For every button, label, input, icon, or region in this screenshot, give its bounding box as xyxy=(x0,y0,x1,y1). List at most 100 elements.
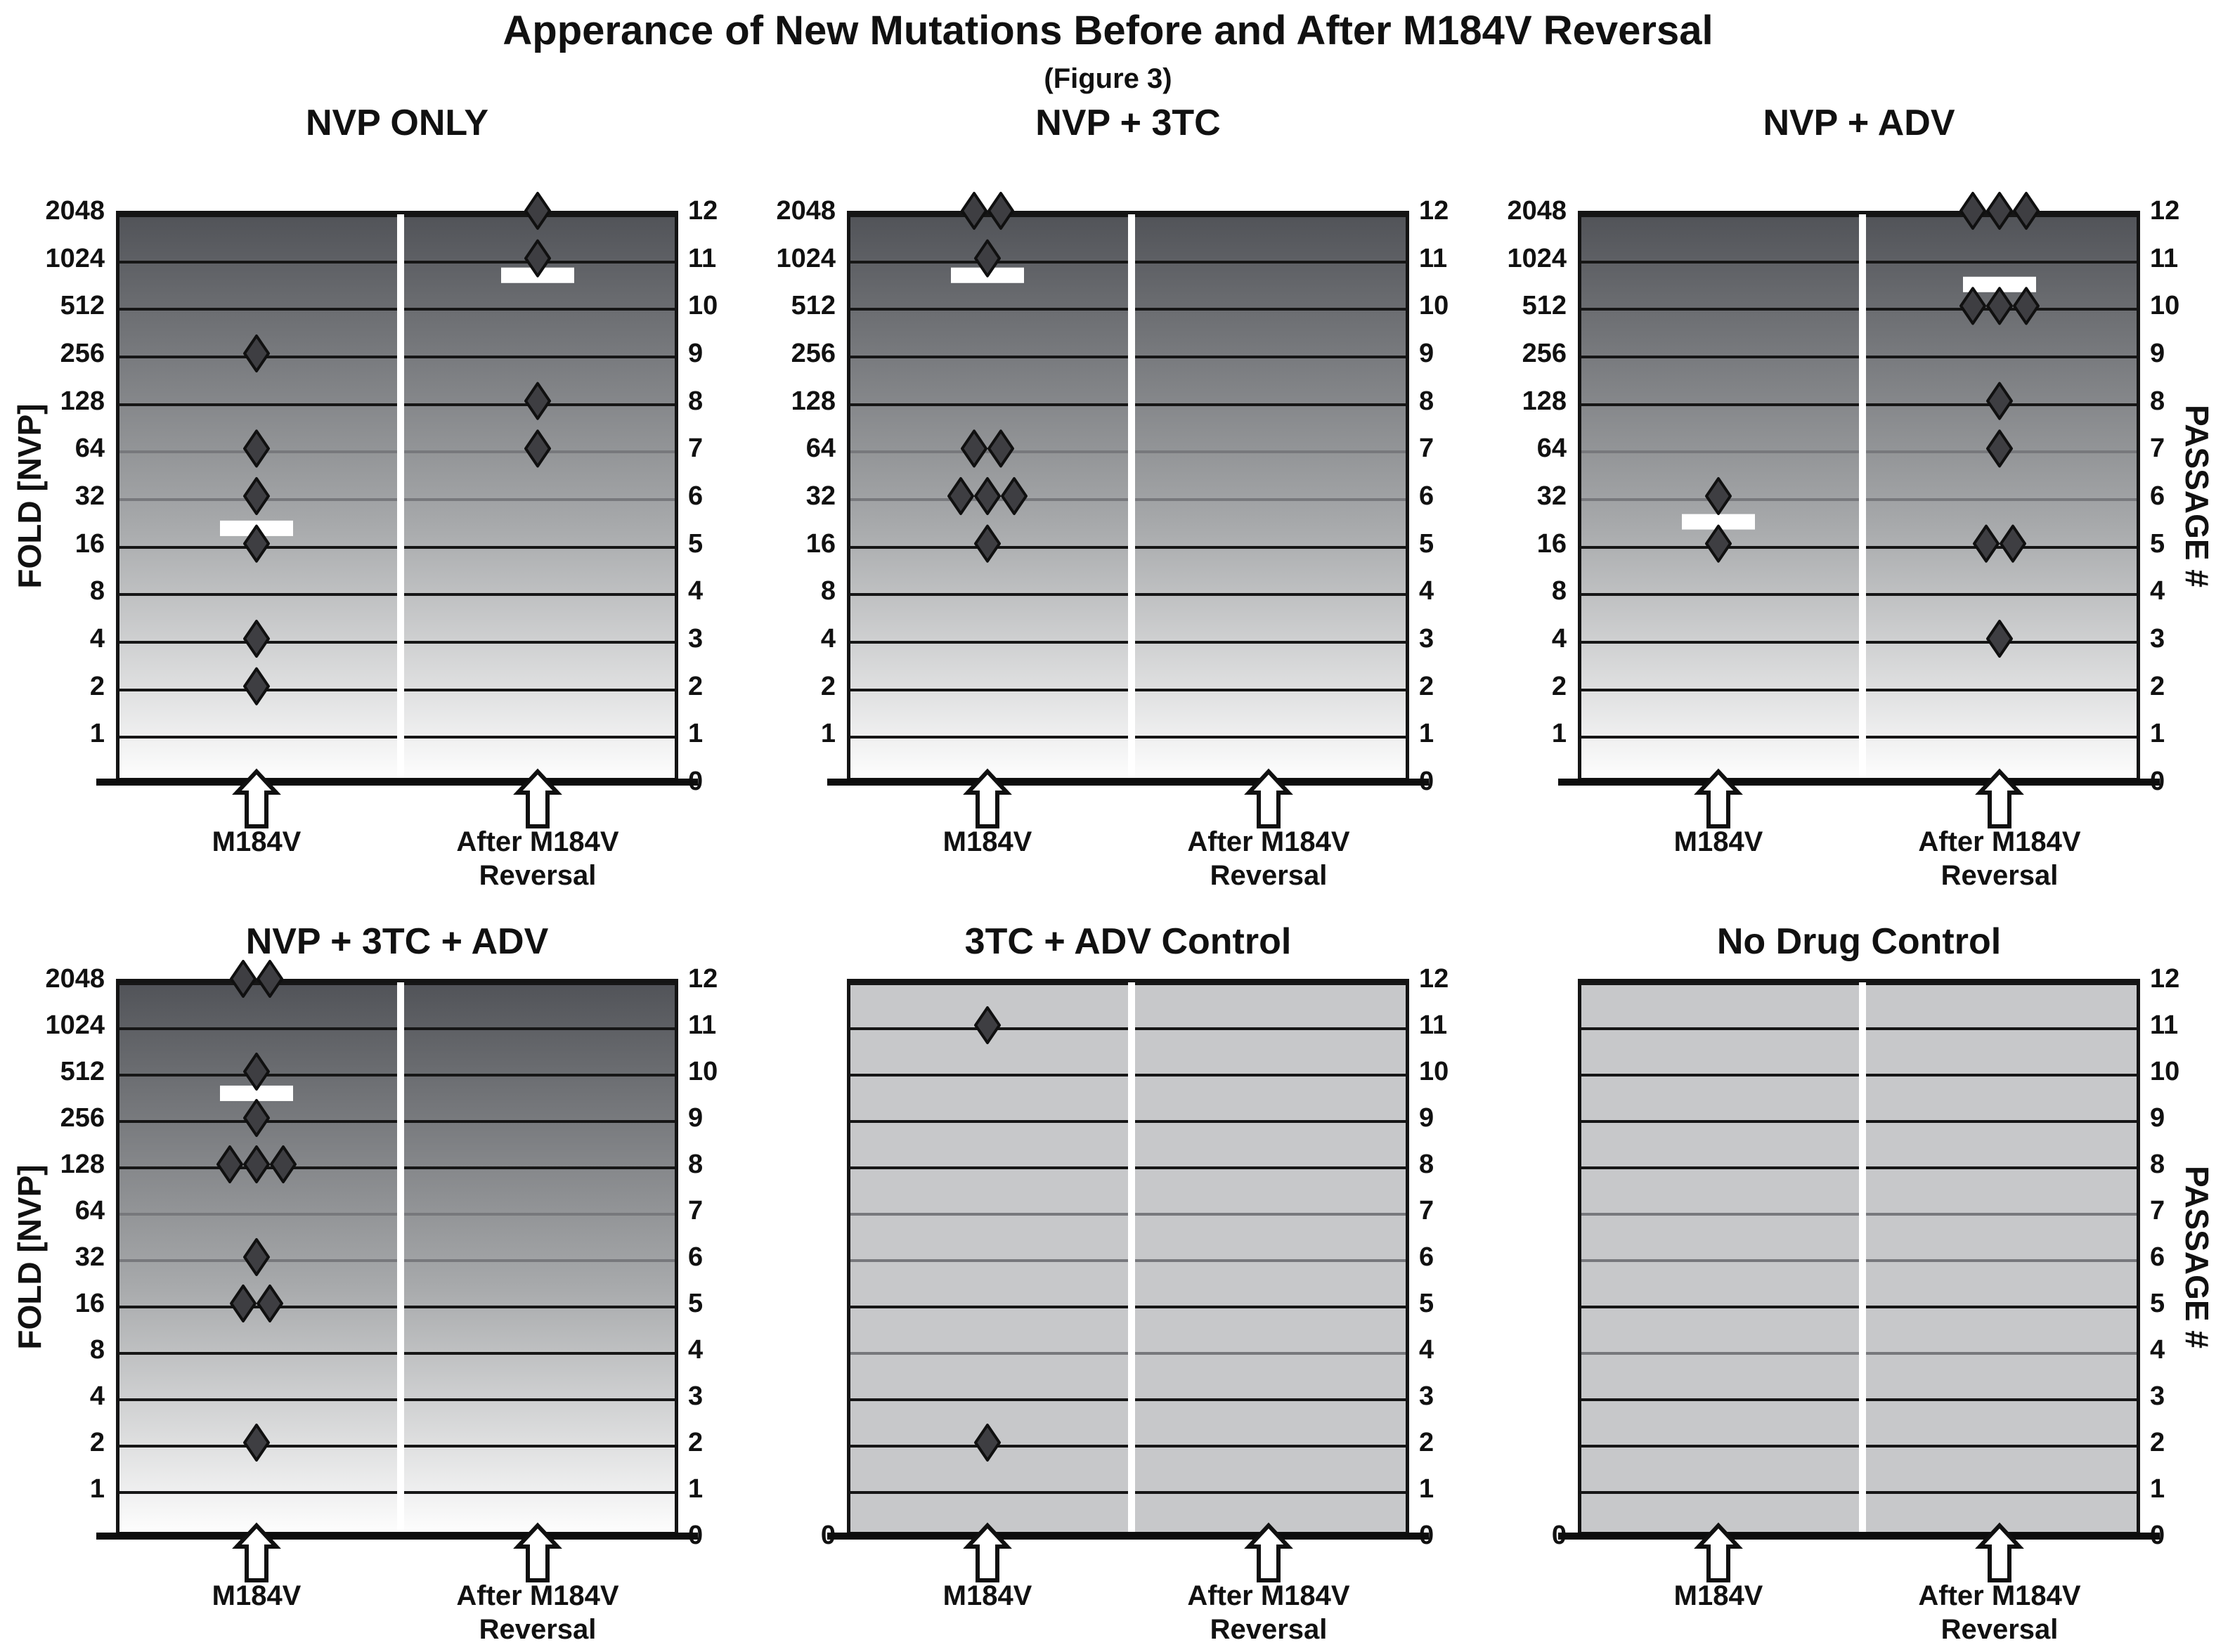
data-point-diamond xyxy=(1705,524,1732,563)
passage-tick-label: 1 xyxy=(688,1474,704,1504)
passage-tick-label: 12 xyxy=(688,964,718,994)
passage-tick-label: 11 xyxy=(688,1010,717,1040)
column-arrow-icon xyxy=(1244,1522,1293,1582)
passage-tick-label: 8 xyxy=(688,1150,704,1179)
fold-tick-label: 128 xyxy=(60,386,105,416)
fold-tick-label: 128 xyxy=(1522,386,1567,416)
x-label-after-line2: Reversal xyxy=(1940,860,2059,891)
passage-tick-label: 6 xyxy=(1419,1242,1434,1272)
passage-tick-label: 9 xyxy=(1419,1103,1434,1133)
panel-title: NVP ONLY xyxy=(305,103,489,143)
column-arrow-icon xyxy=(513,1522,562,1582)
fold-tick-label: 1 xyxy=(820,719,836,749)
fold-tick-label: 128 xyxy=(60,1150,105,1179)
x-label-m184v: M184V xyxy=(212,826,302,857)
passage-tick-label: 4 xyxy=(1419,576,1434,606)
fold-tick-label: 32 xyxy=(1536,481,1567,511)
passage-tick-label: 5 xyxy=(688,528,704,559)
median-bar xyxy=(1963,276,2036,292)
column-arrow-icon xyxy=(1975,1522,2024,1582)
fold-tick-label: 16 xyxy=(74,1289,105,1318)
column-divider xyxy=(1859,982,1866,1532)
passage-tick-label: 7 xyxy=(688,434,704,464)
data-point-diamond xyxy=(524,382,551,420)
data-point-diamond xyxy=(1973,524,2000,563)
passage-tick-label: 4 xyxy=(688,576,704,606)
passage-tick-label: 1 xyxy=(2150,1474,2165,1504)
plot-area xyxy=(1578,979,2140,1535)
fold-tick-label: 512 xyxy=(1522,291,1567,321)
fold-tick-label: 1024 xyxy=(45,243,105,273)
passage-tick-label: 7 xyxy=(688,1196,704,1225)
passage-tick-label: 8 xyxy=(1419,1150,1434,1179)
data-point-diamond xyxy=(974,1424,1001,1462)
passage-tick-label: 1 xyxy=(2150,719,2165,749)
fold-tick-label: 4 xyxy=(820,624,836,653)
passage-tick-label: 11 xyxy=(1419,243,1448,273)
data-point-diamond xyxy=(1001,477,1028,515)
data-point-diamond xyxy=(230,1284,257,1322)
passage-tick-label: 8 xyxy=(688,386,704,416)
panel-title: 3TC + ADV Control xyxy=(964,921,1292,962)
passage-tick-label: 10 xyxy=(1419,1057,1449,1086)
fold-tick-label: 512 xyxy=(60,1057,105,1086)
data-layer xyxy=(1694,1522,2024,1582)
passage-tick-label: 6 xyxy=(688,1242,704,1272)
column-divider xyxy=(397,982,404,1532)
passage-tick-label: 3 xyxy=(688,1381,704,1411)
data-point-diamond xyxy=(2013,287,2040,325)
passage-tick-label: 9 xyxy=(688,1103,704,1133)
data-point-diamond xyxy=(524,429,551,468)
passage-tick-label: 4 xyxy=(2150,576,2165,606)
fold-tick-label: 512 xyxy=(60,291,105,321)
x-label-after-line2: Reversal xyxy=(1210,1614,1328,1645)
data-point-diamond xyxy=(257,960,283,998)
passage-tick-label: 7 xyxy=(2150,434,2165,464)
x-label-after-line2: Reversal xyxy=(1940,1614,2059,1645)
column-arrow-icon xyxy=(232,768,281,828)
column-arrow-icon xyxy=(963,768,1012,828)
passage-tick-label: 8 xyxy=(2150,386,2165,416)
data-point-diamond xyxy=(230,960,257,998)
fold-tick-label: 64 xyxy=(74,1196,105,1225)
fold-tick-label: 2048 xyxy=(1507,196,1567,226)
passage-tick-label: 5 xyxy=(1419,1289,1434,1318)
x-label-after-line1: After M184V xyxy=(456,1580,619,1611)
passage-tick-label: 4 xyxy=(2150,1335,2165,1365)
column-divider xyxy=(397,214,404,778)
passage-tick-label: 4 xyxy=(688,1335,704,1365)
passage-tick-label: 3 xyxy=(2150,1381,2165,1411)
passage-tick-label: 10 xyxy=(2150,291,2180,321)
data-point-diamond xyxy=(243,524,270,563)
figure-title: Apperance of New Mutations Before and Af… xyxy=(503,8,1713,53)
panel-title: No Drug Control xyxy=(1716,921,2002,962)
column-arrow-icon xyxy=(1975,768,2024,828)
passage-tick-label: 11 xyxy=(1419,1010,1448,1040)
passage-tick-label: 8 xyxy=(1419,386,1434,416)
passage-tick-label: 2 xyxy=(688,671,704,701)
fold-tick-label: 2 xyxy=(1551,671,1567,701)
data-point-diamond xyxy=(2000,524,2026,563)
passage-tick-label: 12 xyxy=(2150,964,2180,994)
data-point-diamond xyxy=(243,477,270,515)
data-point-diamond xyxy=(974,477,1001,515)
data-point-diamond xyxy=(243,620,270,658)
data-point-diamond xyxy=(961,192,987,230)
passage-tick-label: 10 xyxy=(688,291,718,321)
fold-tick-label: 256 xyxy=(791,339,836,368)
fold-tick-label: 8 xyxy=(820,576,836,606)
fold-tick-label: 2 xyxy=(89,1428,105,1457)
figure-subtitle: (Figure 3) xyxy=(1044,63,1172,94)
passage-tick-label: 2 xyxy=(2150,671,2165,701)
passage-tick-label: 5 xyxy=(2150,1289,2165,1318)
passage-tick-label: 1 xyxy=(688,719,704,749)
data-point-diamond xyxy=(243,1099,270,1137)
data-point-diamond xyxy=(270,1145,297,1183)
column-arrow-icon xyxy=(232,1522,281,1582)
column-arrow-icon xyxy=(1694,768,1743,828)
data-point-diamond xyxy=(2013,192,2040,230)
x-label-after-line1: After M184V xyxy=(1187,1580,1350,1611)
column-arrow-icon xyxy=(963,1522,1012,1582)
fold-tick-label: 1 xyxy=(1551,719,1567,749)
data-point-diamond xyxy=(947,477,974,515)
